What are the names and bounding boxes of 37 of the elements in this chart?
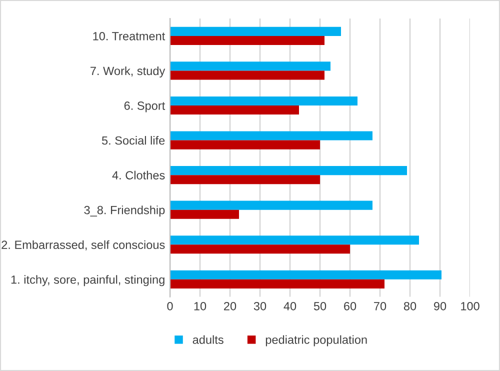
bar bbox=[170, 26, 341, 36]
x-tick-label: 30 bbox=[254, 302, 266, 310]
bar bbox=[170, 270, 442, 280]
x-tick-label: 50 bbox=[314, 302, 326, 310]
bar bbox=[170, 131, 372, 140]
bar bbox=[170, 175, 320, 184]
y-tick-label: 1. itchy, sore, painful, stinging bbox=[11, 275, 164, 286]
bar bbox=[170, 236, 419, 245]
x-tick-label: 90 bbox=[434, 302, 446, 310]
y-tick-label: 7. Work, study bbox=[90, 66, 166, 78]
x-tick-label: 80 bbox=[404, 302, 416, 310]
x-tick-label: 40 bbox=[284, 302, 296, 310]
bar bbox=[170, 210, 239, 219]
bar bbox=[170, 140, 320, 150]
bar bbox=[170, 200, 372, 210]
bar bbox=[170, 244, 350, 254]
bar bbox=[170, 166, 407, 176]
y-tick-label: 2. Embarrassed, self conscious bbox=[2, 240, 165, 250]
bar bbox=[170, 96, 358, 106]
legend-label: pediatric population bbox=[266, 335, 367, 346]
bar bbox=[170, 279, 384, 288]
y-tick-label: 10. Treatment bbox=[93, 32, 166, 40]
y-tick-label: 6. Sport bbox=[124, 102, 166, 112]
bar bbox=[170, 36, 324, 45]
x-tick-label: 10 bbox=[194, 302, 206, 310]
x-tick-label: 0 bbox=[167, 302, 173, 310]
bar bbox=[170, 70, 324, 80]
x-tick-label: 70 bbox=[374, 302, 386, 310]
bar bbox=[170, 106, 299, 115]
bar bbox=[170, 62, 330, 71]
y-tick-label: 3_8. Friendship bbox=[84, 206, 165, 217]
x-tick-label: 20 bbox=[224, 302, 236, 310]
x-tick-label: 100 bbox=[461, 302, 480, 310]
legend-label: adults bbox=[192, 335, 224, 344]
y-tick-label: 5. Social life bbox=[102, 136, 165, 145]
y-tick-label: 4. Clothes bbox=[112, 170, 165, 180]
x-tick-label: 60 bbox=[344, 302, 356, 310]
